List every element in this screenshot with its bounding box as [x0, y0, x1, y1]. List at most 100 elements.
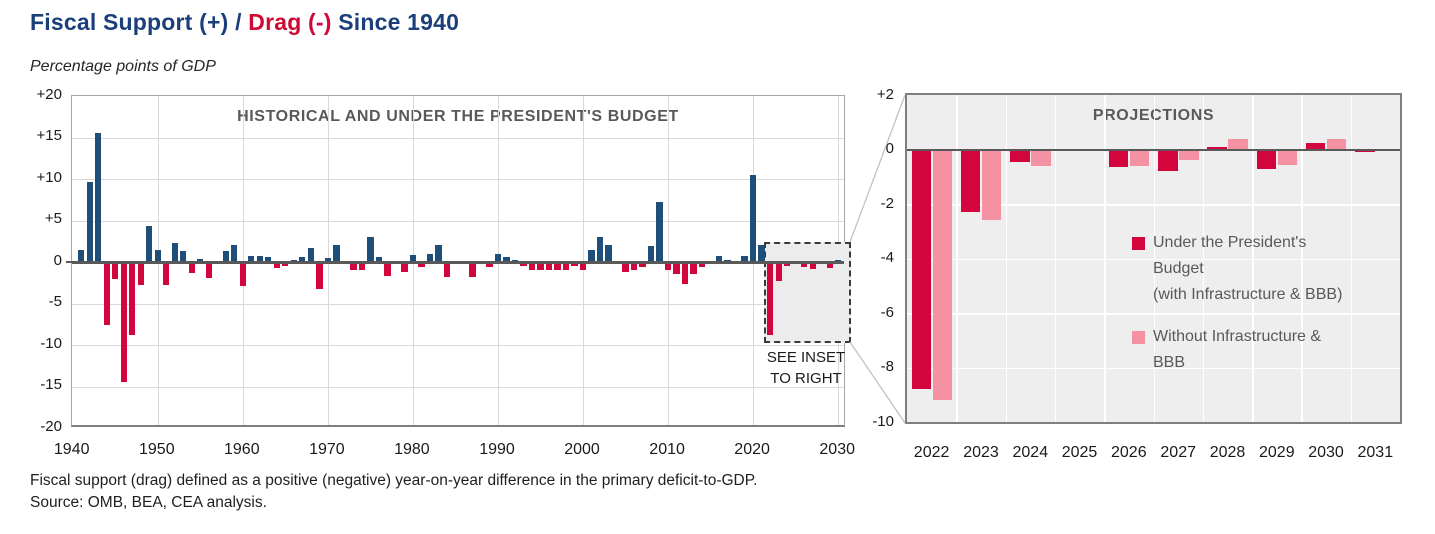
- gridline-y-15: [72, 137, 844, 139]
- left-y-tick--20: -20: [40, 417, 62, 435]
- bar-1982-support: [426, 253, 434, 262]
- title-support-part: Fiscal Support (+) /: [30, 9, 249, 35]
- bar-2026-under-budget: [1108, 149, 1129, 168]
- bar-1960-drag: [239, 262, 246, 287]
- bar-1945-drag: [112, 262, 119, 279]
- bar-2010-drag: [664, 262, 672, 270]
- bar-2030-without-infrastructure: [1326, 138, 1347, 150]
- bar-2020-support: [749, 174, 757, 262]
- bar-1959-support: [231, 245, 238, 262]
- legend: Under the President's Budget (with Infra…: [1132, 230, 1342, 376]
- bar-2028-under-budget: [1207, 146, 1227, 150]
- bar-1956-drag: [205, 262, 212, 278]
- right-y-tick--2: -2: [880, 194, 894, 212]
- right-x-tick-2028: 2028: [1209, 444, 1246, 461]
- bar-2028-without-infrastructure: [1228, 138, 1248, 150]
- legend-swatch-dark-red: [1132, 237, 1145, 250]
- left-y-tick-+20: +20: [36, 85, 62, 103]
- page-subtitle: Percentage points of GDP: [30, 58, 216, 75]
- legend-line: (with Infrastructure & BBB): [1153, 286, 1343, 303]
- right-x-tick-2025: 2025: [1061, 444, 1098, 461]
- right-y-tick--8: -8: [880, 358, 894, 375]
- bar-1951-drag: [163, 262, 170, 286]
- bar-1991-support: [503, 257, 510, 262]
- left-y-tick--15: -15: [40, 376, 62, 393]
- gridline-y-10: [72, 179, 844, 180]
- inset-connector-line-top: [849, 94, 906, 243]
- legend-line: Budget: [1153, 260, 1204, 277]
- right-y-tick-+2: +2: [876, 85, 894, 103]
- bar-1942-support: [86, 181, 93, 262]
- title-since-part: Since 1940: [331, 9, 460, 35]
- left-y-tick--10: -10: [40, 334, 62, 352]
- left-x-tick-1960: 1960: [224, 441, 260, 458]
- bar-2029-under-budget: [1256, 149, 1277, 169]
- bar-2014-drag: [698, 262, 706, 267]
- bar-1974-drag: [358, 262, 366, 271]
- bar-2024-without-infrastructure: [1031, 149, 1051, 166]
- gridline-x-2010: [668, 96, 670, 425]
- right-y-tick--4: -4: [880, 249, 894, 266]
- historical-chart-header: HISTORICAL AND UNDER THE PRESIDENT'S BUD…: [237, 108, 679, 125]
- bar-2027-drag: [809, 262, 816, 269]
- bar-1973-drag: [350, 262, 357, 271]
- bar-2022-drag: [767, 262, 774, 335]
- gridline-y-5: [72, 220, 844, 222]
- bar-1946-drag: [120, 262, 127, 383]
- right-x-tick-2023: 2023: [963, 444, 999, 461]
- proj-gridline-x-5: [1153, 95, 1155, 422]
- legend-text-without-infrastructure-bbb: Without Infrastructure & BBB: [1153, 324, 1321, 376]
- proj-gridline-x-7: [1252, 95, 1254, 422]
- bar-1976-support: [375, 257, 383, 262]
- bar-2006-drag: [630, 262, 638, 270]
- bar-2022-under-budget: [911, 149, 931, 390]
- bar-1958-support: [222, 251, 229, 262]
- bar-1998-drag: [562, 262, 570, 270]
- title-drag-part: Drag (-): [248, 9, 332, 35]
- bar-2008-support: [647, 246, 655, 262]
- bar-2012-drag: [681, 262, 689, 284]
- left-x-tick-2020: 2020: [734, 441, 770, 458]
- see-inset-line-2: TO RIGHT: [770, 370, 842, 387]
- left-x-tick-1990: 1990: [479, 441, 515, 458]
- bar-2024-under-budget: [1010, 149, 1030, 162]
- see-inset-line-1: SEE INSET: [766, 349, 846, 366]
- bar-1966-support: [290, 259, 297, 262]
- bar-1999-drag: [571, 262, 578, 267]
- right-y-tick--10: -10: [872, 412, 894, 430]
- legend-item-under-presidents-budget: Under the President's Budget (with Infra…: [1132, 230, 1342, 308]
- bar-2011-drag: [673, 262, 680, 274]
- bar-1954-drag: [188, 262, 195, 273]
- bar-1948-drag: [137, 262, 144, 286]
- bar-1971-support: [333, 245, 340, 262]
- bar-1949-support: [146, 226, 153, 262]
- bar-1967-support: [299, 257, 306, 262]
- right-x-tick-2022: 2022: [913, 444, 950, 461]
- legend-text-under-presidents-budget: Under the President's Budget (with Infra…: [1153, 230, 1342, 308]
- page-title: Fiscal Support (+) / Drag (-) Since 1940: [30, 9, 459, 36]
- right-x-tick-2024: 2024: [1012, 444, 1049, 461]
- gridline-x-1960: [242, 96, 244, 425]
- bar-1953-support: [180, 251, 187, 262]
- bar-1995-drag: [537, 262, 544, 270]
- bar-2029-drag: [826, 262, 833, 268]
- bar-2031-under-budget: [1355, 149, 1375, 153]
- bar-2030-under-budget: [1305, 142, 1326, 150]
- bar-2024-drag: [784, 262, 791, 266]
- historical-chart-plot: HISTORICAL AND UNDER THE PRESIDENT'S BUD…: [71, 95, 851, 427]
- left-x-tick-2010: 2010: [649, 441, 685, 458]
- left-x-tick-1940: 1940: [53, 441, 90, 458]
- bar-2026-without-infrastructure: [1129, 149, 1150, 166]
- bar-1950-support: [154, 250, 161, 262]
- bar-1993-drag: [520, 262, 527, 267]
- bar-1996-drag: [545, 262, 553, 271]
- bar-1975-support: [367, 237, 374, 262]
- proj-gridline-x-3: [1054, 95, 1057, 422]
- gridline-x-2000: [583, 96, 584, 425]
- right-x-tick-2031: 2031: [1357, 444, 1394, 461]
- x-axis-zero-line: [72, 261, 844, 264]
- left-x-tick-1970: 1970: [309, 441, 345, 458]
- footnote-source: Source: OMB, BEA, CEA analysis.: [30, 494, 267, 511]
- legend-line: Without Infrastructure &: [1153, 328, 1322, 345]
